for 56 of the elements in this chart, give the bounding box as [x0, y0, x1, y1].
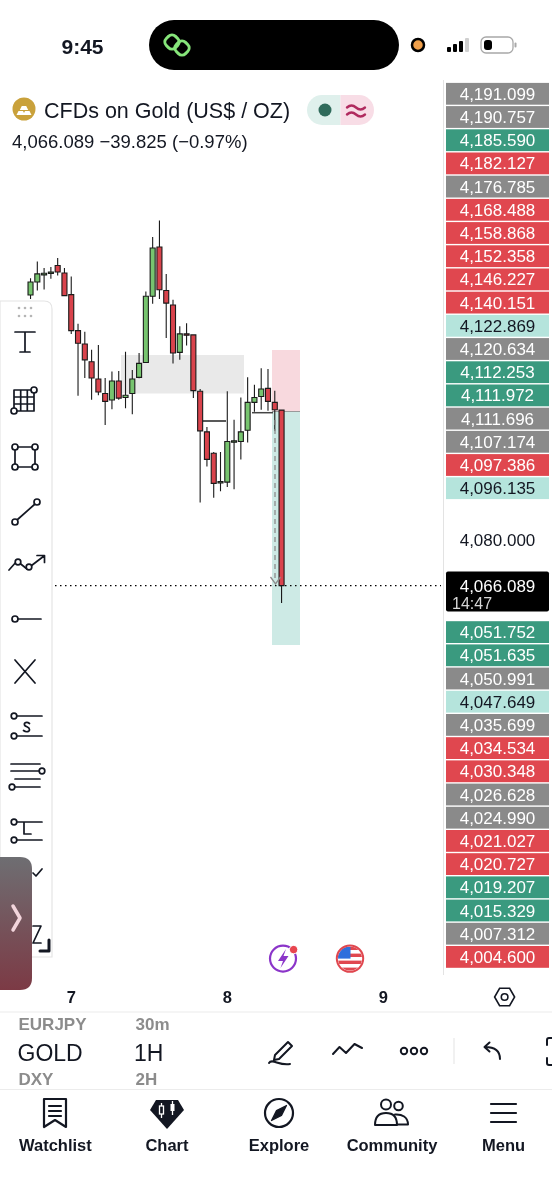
text: Chart	[145, 1135, 190, 1154]
text: 4,146.227	[459, 270, 536, 290]
text: Community	[346, 1135, 439, 1154]
text: 4,190.757	[459, 108, 536, 127]
text: 4,047.649	[459, 692, 536, 712]
text: 4,140.151	[459, 293, 536, 313]
text: Watchlist	[19, 1135, 93, 1154]
text: 9:45	[61, 34, 104, 58]
text: 4,026.628	[459, 785, 536, 805]
text: 4,007.312	[459, 924, 536, 944]
text: GOLD	[17, 1039, 83, 1066]
text: EURJPY	[18, 1015, 88, 1034]
text: 4,107.174	[459, 432, 536, 452]
text: 4,097.386	[459, 456, 536, 475]
text: 4,168.488	[459, 200, 536, 220]
candlestick	[163, 273, 170, 339]
text: Explore	[248, 1135, 310, 1154]
text: 4,191.099	[459, 84, 536, 104]
candlestick	[136, 352, 143, 379]
x-tick-label: 7	[66, 988, 76, 1006]
text: 4,176.785	[459, 177, 536, 197]
text: 4,019.207	[459, 878, 536, 898]
text: DXY	[18, 1069, 55, 1089]
text: 4,112.253	[460, 363, 535, 383]
text: 4,158.868	[459, 224, 536, 243]
text: 4,120.634	[459, 340, 536, 359]
y-tick-label: 4,080.000	[459, 531, 536, 551]
text: 4,185.590	[459, 131, 536, 151]
text: 4,051.752	[459, 623, 536, 643]
candlestick	[129, 369, 136, 415]
text: 14:47	[452, 595, 493, 613]
text: 4,004.600	[459, 947, 536, 967]
text: 1H	[134, 1039, 164, 1066]
y-tick-label: 4,066.089	[459, 576, 536, 596]
text: 4,024.990	[459, 808, 536, 828]
text: 4,020.727	[459, 855, 536, 875]
text: 4,152.358	[459, 247, 536, 267]
text: 4,122.869	[459, 316, 536, 336]
text: 4,015.329	[459, 901, 536, 921]
x-tick-label: 9	[378, 988, 388, 1006]
text: 4,182.127	[459, 154, 536, 174]
text: 4,051.635	[459, 646, 536, 666]
text: 4,021.027	[459, 831, 536, 851]
text: 4,030.348	[459, 762, 536, 782]
text: CFDs on Gold (US$ / OZ)	[44, 99, 291, 123]
text: 30m	[135, 1015, 170, 1034]
x-tick-label: 8	[222, 988, 232, 1006]
text: 4,066.089 −39.825 (−0.97%)	[12, 131, 248, 152]
text: 4,035.699	[459, 715, 536, 735]
text: 4,111.696	[460, 409, 535, 429]
text: 4,111.972	[460, 386, 535, 406]
text: 4,034.534	[459, 739, 536, 759]
text: Menu	[482, 1135, 526, 1154]
text: 4,096.135	[459, 479, 536, 499]
text: 2H	[135, 1069, 158, 1089]
text: 4,050.991	[459, 669, 536, 689]
